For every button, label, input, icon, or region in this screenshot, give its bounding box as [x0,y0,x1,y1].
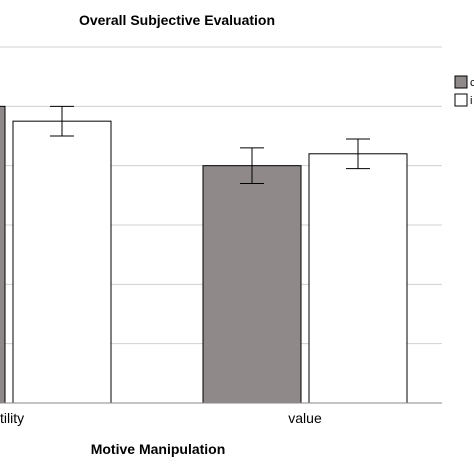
x-axis-title: Motive Manipulation [91,441,226,457]
x-tick-label-value: value [288,410,322,426]
legend-label: i [470,95,472,107]
error-bar-value-0 [240,147,264,184]
error-bar-value-1 [346,138,370,170]
legend-label: c [470,77,474,89]
x-tick-labels: tility value [0,410,322,426]
legend-item-0: c [454,75,474,89]
error-bars [50,105,370,184]
bar-value-0 [202,165,302,404]
chart-title: Overall Subjective Evaluation [79,12,275,28]
bar-value-1 [308,153,408,404]
legend: ci [454,75,474,107]
legend-swatch [454,93,468,107]
error-bar-utility-1 [50,105,74,137]
bar-utility-0 [0,105,6,404]
legend-swatch [454,75,468,89]
x-tick-label-utility: tility [0,410,24,426]
bar-utility-1 [12,120,112,404]
bar-series [0,105,408,404]
legend-item-1: i [454,93,472,107]
